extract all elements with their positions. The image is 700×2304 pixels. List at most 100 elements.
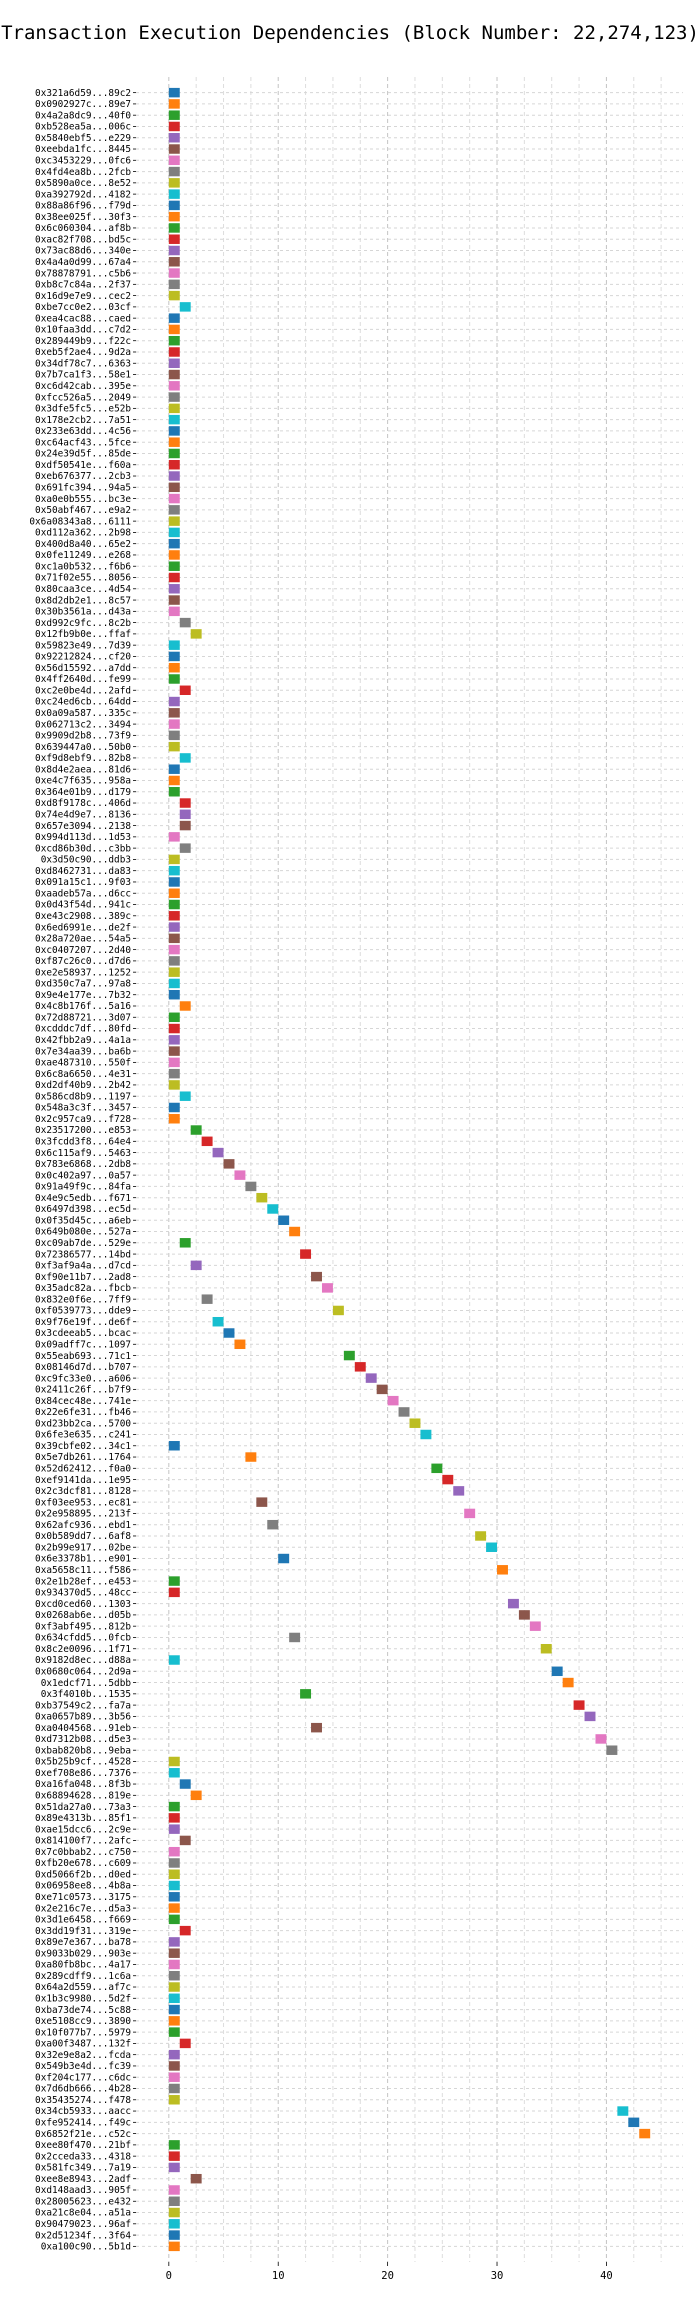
y-tick-label: 0x1edcf71...5dbb — [41, 1678, 132, 1689]
y-tick-label: 0xeb676377...2cb3 — [35, 471, 131, 482]
transaction-bar — [464, 1508, 476, 1519]
transaction-bar — [606, 1745, 618, 1755]
transaction-bar — [168, 2162, 180, 2173]
y-tick-label: 0xac82f708...bd5c — [35, 234, 131, 245]
transaction-bar — [168, 2151, 180, 2161]
y-tick-label: 0x74e4d9e7...8136 — [35, 810, 131, 821]
y-tick-label: 0x549b3e4d...fc39 — [35, 2061, 131, 2072]
y-tick-label: 0xf90e11b7...2ad8 — [35, 1272, 131, 1283]
transaction-bar — [551, 1666, 563, 1677]
y-tick-label: 0x2e958895...213f — [35, 1509, 131, 1520]
transaction-bar — [168, 1114, 180, 1124]
transaction-bar — [168, 944, 180, 955]
y-tick-label: 0x50abf467...e9a2 — [35, 505, 131, 516]
transaction-bar — [168, 1080, 180, 1090]
y-tick-label: 0x6c115af9...5463 — [35, 1148, 131, 1159]
y-tick-label: 0x7e34aa39...ba6b — [35, 1046, 131, 1057]
y-tick-label: 0xa0404568...91eb — [35, 1723, 131, 1734]
y-tick-label: 0xe4c7f635...958a — [35, 776, 131, 787]
y-tick-label: 0xef9141da...1e95 — [35, 1475, 131, 1486]
y-tick-label: 0xba73de74...5c88 — [35, 2005, 131, 2016]
y-tick-label: 0x9e4e177e...7b32 — [35, 990, 131, 1001]
transaction-bar — [179, 685, 191, 696]
transaction-bar — [201, 1294, 213, 1304]
transaction-bar — [168, 223, 180, 233]
y-tick-label: 0x06958ee8...4b8a — [35, 1881, 131, 1892]
transaction-bar — [168, 2219, 180, 2229]
transaction-bar — [168, 211, 180, 222]
transaction-bar — [168, 933, 180, 944]
transaction-bar — [168, 2083, 180, 2094]
y-tick-label: 0x2c3dcf81...8128 — [35, 1486, 131, 1497]
y-tick-label: 0xdf50541e...f60a — [35, 460, 131, 471]
transaction-bar — [168, 403, 180, 414]
y-tick-label: 0xc1a0b532...f6b6 — [35, 561, 131, 572]
transaction-bar — [300, 1249, 312, 1259]
y-tick-label: 0xef708e86...7376 — [35, 1768, 131, 1779]
transaction-bar — [168, 2241, 180, 2252]
transaction-bar — [398, 1407, 410, 1417]
y-tick-label: 0x2d51234f...3f64 — [35, 2230, 131, 2241]
y-tick-label: 0x657e3094...2138 — [35, 821, 131, 832]
y-tick-label: 0xc64acf43...5fce — [35, 437, 131, 448]
y-tick-label: 0x321a6d59...89c2 — [35, 88, 131, 99]
y-tick-label: 0x091a15c1...9f03 — [35, 877, 131, 888]
y-tick-label: 0xc0407207...2d40 — [35, 945, 131, 956]
y-tick-label: 0x5b25b9cf...4528 — [35, 1757, 131, 1768]
transaction-bar — [201, 1136, 213, 1147]
transaction-bar — [168, 493, 180, 504]
y-tick-label: 0xf0539773...dde9 — [35, 1306, 131, 1317]
transaction-bar — [168, 1903, 180, 1913]
y-tick-label: 0x0c402a97...0a57 — [35, 1170, 131, 1181]
y-tick-label: 0xee8e8943...2adf — [35, 2174, 131, 2185]
y-tick-label: 0x89e7e367...ba78 — [35, 1937, 131, 1948]
y-tick-label: 0x783e6868...2db8 — [35, 1159, 131, 1170]
transaction-bar — [168, 2049, 180, 2060]
y-tick-label: 0x73ac88d6...340e — [35, 246, 131, 257]
transaction-bar — [190, 629, 202, 639]
y-tick-label: 0xc2e0be4d...2afd — [35, 685, 131, 696]
y-tick-label: 0xa5658c11...f586 — [35, 1565, 131, 1576]
transaction-bar — [168, 1023, 180, 1034]
y-tick-label: 0xd992c9fc...8c2b — [35, 618, 131, 629]
transaction-bar — [168, 1046, 180, 1056]
transaction-bar — [168, 1057, 180, 1068]
y-tick-label: 0xe43c2908...389c — [35, 911, 131, 922]
transaction-bar — [442, 1474, 454, 1485]
y-tick-label: 0xa0657b89...3b56 — [35, 1712, 131, 1723]
transaction-bar — [573, 1700, 585, 1710]
y-tick-label: 0xcdddc7df...80fd — [35, 1024, 131, 1035]
transaction-bar — [562, 1677, 574, 1688]
transaction-bar — [168, 775, 180, 786]
transaction-bar — [256, 1192, 268, 1203]
y-tick-label: 0x3cdeeab5...bcac — [35, 1328, 131, 1339]
y-tick-label: 0x364e01b9...d179 — [35, 787, 131, 798]
transaction-bar — [311, 1722, 322, 1733]
y-tick-label: 0xa00f3487...132f — [35, 2039, 131, 2050]
transaction-bar — [168, 347, 180, 357]
transaction-bar — [168, 1768, 180, 1778]
transaction-bar — [168, 854, 180, 865]
transaction-bar — [332, 1305, 344, 1316]
transaction-bar — [168, 1937, 180, 1947]
y-tick-label: 0x9033b029...903e — [35, 1948, 131, 1959]
y-tick-label: 0xd112a362...2b98 — [35, 528, 131, 539]
transaction-bar — [168, 527, 180, 538]
y-tick-label: 0xee80f470...21bf — [35, 2140, 131, 2151]
transaction-bar — [168, 1993, 180, 2004]
y-tick-label: 0x34cb5933...aacc — [35, 2106, 131, 2117]
y-tick-label: 0x84cec48e...741e — [35, 1396, 131, 1407]
transaction-bar — [168, 989, 180, 1000]
y-tick-label: 0x80caa3ce...4d54 — [35, 584, 131, 595]
transaction-bar — [168, 426, 180, 436]
transaction-bar — [168, 1035, 180, 1045]
transaction-bar — [168, 166, 180, 177]
transaction-bar — [234, 1339, 246, 1350]
y-tick-label: 0x7b7ca1f3...58e1 — [35, 370, 131, 381]
transaction-bar — [168, 414, 180, 425]
y-tick-label: 0x0268ab6e...d05b — [35, 1610, 131, 1621]
transaction-bar — [168, 2196, 180, 2206]
transaction-bar — [168, 313, 180, 323]
transaction-bar — [168, 2061, 180, 2071]
transaction-bar — [168, 2027, 180, 2037]
